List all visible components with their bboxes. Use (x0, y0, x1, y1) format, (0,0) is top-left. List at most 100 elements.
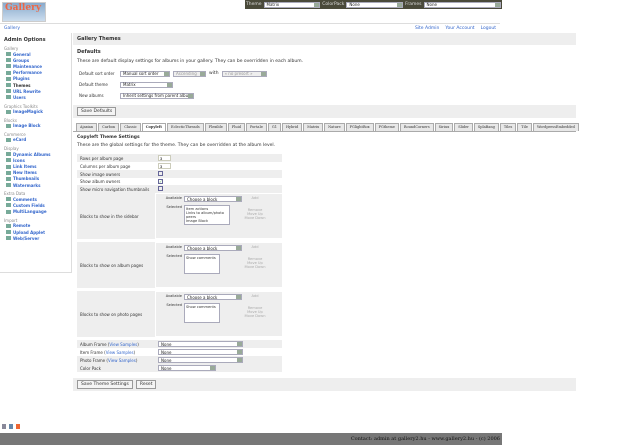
move-up-button[interactable]: Move Up (247, 310, 263, 314)
presort-select[interactable]: « no presort » (221, 70, 267, 77)
tab-classic[interactable]: Classic (120, 123, 141, 131)
selected-block-item[interactable]: Image Block (186, 219, 209, 223)
move-up-button[interactable]: Move Up (247, 261, 263, 265)
tab-splabang[interactable]: SplaBang (473, 123, 499, 131)
selected-block-item[interactable]: Show comments (186, 256, 216, 260)
tab-ajaxian[interactable]: Ajaxian (76, 123, 98, 131)
sidebar-item[interactable]: Users (4, 94, 67, 100)
move-up-button[interactable]: Move Up (247, 212, 263, 216)
selected-blocks-list[interactable]: Show comments (184, 303, 220, 323)
add-button[interactable]: Add (251, 196, 259, 200)
sidebar-item[interactable]: Plugins (4, 76, 67, 82)
selected-blocks-list[interactable]: Item actions Links to album/photo peers Im… (184, 205, 230, 225)
colorpack-select[interactable]: None (346, 1, 404, 8)
tab-pglightbox[interactable]: PGlightBox (345, 123, 374, 131)
image-owners-checkbox[interactable] (158, 171, 163, 176)
tab-carbon[interactable]: Carbon (98, 123, 120, 131)
your-account-link[interactable]: Your Account (445, 26, 475, 31)
move-down-button[interactable]: Move Down (244, 314, 266, 318)
remove-button[interactable]: Remove (247, 306, 263, 310)
frame-select[interactable]: None (158, 349, 243, 355)
tab-portaie[interactable]: PortaIe (245, 123, 267, 131)
tab-copyleft[interactable]: Copyleft (141, 123, 167, 131)
tab-wordpressembedded[interactable]: WordpressEmbedded (532, 123, 579, 131)
sidebar-item[interactable]: Watermarks (4, 182, 67, 188)
sidebar-item[interactable]: Upload Applet (4, 229, 67, 235)
frame-select[interactable]: None (158, 341, 243, 347)
tab-flexible[interactable]: Flexible (204, 123, 227, 131)
remove-button[interactable]: Remove (247, 208, 263, 212)
available-blocks-select[interactable]: Choose a block (184, 245, 242, 251)
tab-eclecticthreads[interactable]: EclecticThreads (167, 123, 204, 131)
frames-select[interactable]: None (423, 1, 501, 8)
footer: Contact: admin at gallery2.hu - www.gall… (0, 433, 502, 445)
sidebar-item[interactable]: Icons (4, 157, 67, 163)
gallery-badge[interactable] (16, 424, 20, 429)
reset-button[interactable]: Reset (135, 380, 157, 389)
css-badge[interactable] (9, 424, 13, 429)
defaults-desc: These are default display settings for a… (77, 59, 304, 64)
sidebar-item[interactable]: General (4, 51, 67, 57)
sidebar-item[interactable]: Performance (4, 70, 67, 76)
sidebar-item[interactable]: Comments (4, 196, 67, 202)
tab-tiles[interactable]: Tiles (499, 123, 517, 131)
tab-siriux[interactable]: Siriux (434, 123, 454, 131)
colorpack-select[interactable]: None (158, 365, 216, 371)
cols-input[interactable] (158, 163, 171, 169)
move-down-button[interactable]: Move Down (244, 265, 266, 269)
breadcrumb[interactable]: Gallery (4, 26, 21, 31)
tab-g1[interactable]: G1 (267, 123, 281, 131)
new-albums-select[interactable]: Inherit settings from parent album (120, 92, 194, 99)
tab-roundcorners[interactable]: RoundCorners (399, 123, 434, 131)
move-down-button[interactable]: Move Down (244, 216, 266, 220)
save-theme-settings-button[interactable]: Save Theme Settings (77, 380, 133, 389)
available-blocks-select[interactable]: Choose a block (184, 294, 242, 300)
sidebar-item[interactable]: Dynamic Albums (4, 151, 67, 157)
available-blocks-select[interactable]: Choose a block (184, 196, 242, 202)
sidebar-item[interactable]: Image Block (4, 123, 67, 129)
logout-link[interactable]: Logout (480, 26, 496, 31)
sidebar-item[interactable]: MultiLanguage (4, 209, 67, 215)
selected-block-item[interactable]: Show comments (186, 305, 216, 309)
selected-block-item[interactable]: Links to album/photo peers (186, 211, 224, 219)
sidebar-item[interactable]: Link Items (4, 163, 67, 169)
view-samples-link[interactable]: View Samples (109, 341, 138, 347)
remove-button[interactable]: Remove (247, 257, 263, 261)
selected-block-item[interactable]: Item actions (186, 207, 209, 211)
theme-select[interactable]: Matrix (263, 1, 321, 8)
sidebar-item[interactable]: Remote (4, 223, 67, 229)
sidebar-item[interactable]: Groups (4, 57, 67, 63)
view-samples-link[interactable]: View Samples (105, 349, 134, 355)
save-defaults-button[interactable]: Save Defaults (77, 107, 117, 116)
site-admin-link[interactable]: Site Admin (414, 26, 440, 31)
sort-direction-select[interactable]: Ascending (173, 70, 206, 77)
tab-matrix[interactable]: Matrix (303, 123, 324, 131)
add-button[interactable]: Add (251, 245, 259, 249)
add-button[interactable]: Add (251, 294, 259, 298)
xhtml-badge[interactable] (2, 424, 6, 429)
default-theme-select[interactable]: Matrix (120, 81, 173, 88)
sidebar-item[interactable]: URL Rewrite (4, 88, 67, 94)
sidebar-item[interactable]: New Items (4, 170, 67, 176)
gallery-logo[interactable]: Gallery (2, 2, 46, 22)
tab-hybrid[interactable]: Hybrid (281, 123, 303, 131)
sidebar-item[interactable]: eCard (4, 137, 67, 143)
sidebar-item[interactable]: Web/Server (4, 235, 67, 241)
album-owners-checkbox[interactable]: ✓ (158, 179, 163, 184)
sidebar-item[interactable]: Maintenance (4, 63, 67, 69)
micro-nav-checkbox[interactable] (158, 186, 163, 191)
selected-blocks-list[interactable]: Show comments (184, 254, 220, 274)
sidebar-item[interactable]: Custom Fields (4, 202, 67, 208)
tab-slider[interactable]: Slider (454, 123, 473, 131)
tab-tile[interactable]: Tile (517, 123, 532, 131)
sort-order-select[interactable]: Manual sort order (120, 70, 170, 77)
tab-pgtheme[interactable]: PGtheme (374, 123, 399, 131)
view-samples-link[interactable]: View Samples (108, 357, 136, 363)
sidebar-item[interactable]: Thumbnails (4, 176, 67, 182)
sidebar-item[interactable]: Themes (4, 82, 67, 88)
tab-fluid[interactable]: Fluid (227, 123, 245, 131)
tab-nature[interactable]: Nature (324, 123, 345, 131)
frame-select[interactable]: None (158, 357, 243, 363)
rows-input[interactable] (158, 155, 171, 161)
sidebar-item[interactable]: ImageMagick (4, 109, 67, 115)
